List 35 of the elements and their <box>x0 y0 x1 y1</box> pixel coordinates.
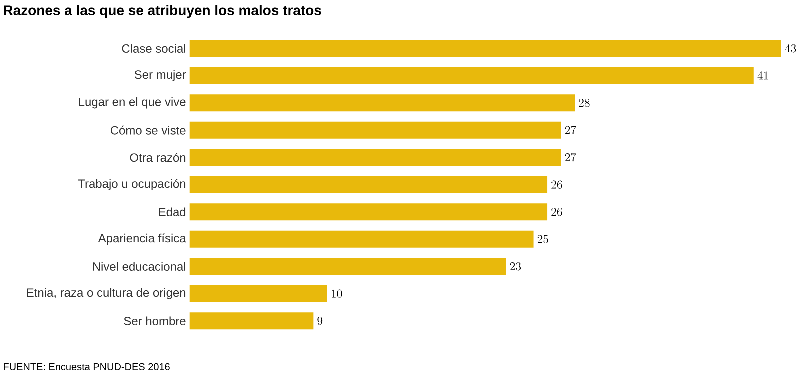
bar <box>190 204 548 221</box>
y-tick-label: Lugar en el que vive <box>79 98 186 109</box>
y-tick-label: Otra razón <box>130 153 186 162</box>
y-tick-label: Nivel educacional <box>93 262 186 272</box>
y-tick-label: Edad <box>159 208 186 217</box>
data-label: 28 <box>579 99 590 108</box>
data-label: 41 <box>758 72 768 80</box>
data-label: 43 <box>785 44 796 53</box>
chart-title: Razones a las que se atribuyen los malos tratos <box>4 5 322 18</box>
y-tick-label: Ser mujer <box>134 70 186 82</box>
data-label: 10 <box>332 290 342 298</box>
y-tick-label: Apariencia física <box>98 234 186 246</box>
y-tick-label: Etnia, raza o cultura de origen <box>27 288 186 300</box>
bar <box>190 176 548 194</box>
bar <box>190 312 314 330</box>
bar <box>190 231 534 248</box>
data-label: 26 <box>552 208 562 216</box>
source-note: FUENTE: Encuesta PNUD-DES 2016 <box>4 364 170 371</box>
data-label: 23 <box>510 262 522 271</box>
data-label: 27 <box>565 126 576 135</box>
bar <box>190 94 576 112</box>
y-tick-label: Cómo se viste <box>110 126 186 135</box>
data-label: 26 <box>552 180 562 190</box>
data-label: 27 <box>565 154 576 162</box>
data-label: 25 <box>538 235 548 244</box>
y-tick-label: Trabajo u ocupación <box>78 179 186 191</box>
bar <box>190 68 754 84</box>
y-tick-label: Clase social <box>122 44 186 54</box>
data-label: 9 <box>318 317 323 326</box>
bar <box>190 149 562 166</box>
bar <box>190 286 328 302</box>
bar <box>190 122 562 139</box>
bar <box>190 258 506 276</box>
bar <box>190 40 782 58</box>
y-tick-label: Ser hombre <box>124 316 186 326</box>
